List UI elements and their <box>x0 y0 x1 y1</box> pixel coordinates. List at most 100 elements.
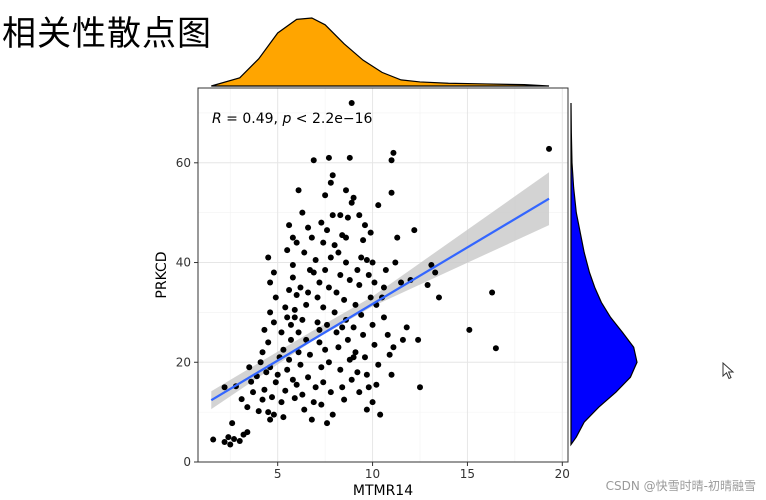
data-point <box>360 237 367 244</box>
data-point <box>293 291 300 298</box>
data-point <box>248 378 255 385</box>
data-point <box>295 349 302 356</box>
data-point <box>388 189 395 196</box>
data-point <box>280 346 287 353</box>
data-point <box>274 371 281 378</box>
data-point <box>337 212 344 219</box>
data-point <box>305 289 312 296</box>
axes: 5 10 15 20 0 20 40 60 <box>176 156 570 481</box>
data-point <box>343 259 349 266</box>
data-point <box>289 274 296 281</box>
data-point <box>310 399 317 406</box>
data-point <box>346 276 353 283</box>
data-point <box>356 389 363 396</box>
data-point <box>369 259 376 266</box>
data-point <box>356 281 363 288</box>
data-point <box>286 222 293 229</box>
data-point <box>301 249 308 256</box>
data-point <box>350 324 357 331</box>
data-point <box>286 286 293 293</box>
mouse-cursor-icon <box>722 362 735 380</box>
data-point <box>324 321 331 328</box>
data-point <box>306 351 313 358</box>
data-point <box>329 212 336 219</box>
data-point <box>424 281 431 288</box>
data-point <box>346 154 353 161</box>
data-point <box>369 399 376 406</box>
data-point <box>388 371 395 378</box>
data-point <box>369 321 376 328</box>
data-point <box>335 249 342 256</box>
y-tick-label: 60 <box>176 156 191 170</box>
data-point <box>432 269 439 276</box>
data-point <box>325 359 332 366</box>
data-point <box>284 314 291 321</box>
data-point <box>267 416 274 423</box>
data-point <box>363 406 370 413</box>
data-point <box>289 262 296 269</box>
data-point <box>221 384 228 391</box>
data-point <box>267 279 274 286</box>
data-point <box>363 371 370 378</box>
data-point <box>295 187 302 194</box>
data-point <box>303 301 310 308</box>
data-point <box>221 439 228 446</box>
data-point <box>327 254 334 261</box>
data-point <box>244 404 251 411</box>
data-point <box>299 391 306 398</box>
data-point <box>284 247 291 254</box>
r-label: R <box>212 111 222 127</box>
data-point <box>246 364 253 371</box>
data-point <box>293 239 300 246</box>
data-point <box>270 269 277 276</box>
data-point <box>354 369 361 376</box>
data-point <box>278 329 285 336</box>
data-point <box>361 222 368 229</box>
data-point <box>282 304 289 311</box>
data-point <box>318 219 325 226</box>
y-density-curve <box>570 102 638 447</box>
data-point <box>305 374 312 381</box>
data-point <box>375 202 382 209</box>
data-point <box>329 411 336 418</box>
y-axis-label: PRKCD <box>154 251 170 298</box>
data-point <box>348 199 355 206</box>
data-point <box>278 399 285 406</box>
data-point <box>339 324 346 331</box>
data-point <box>333 289 340 296</box>
x-tick-label: 20 <box>555 467 570 481</box>
data-point <box>257 359 264 366</box>
data-point <box>365 272 372 278</box>
data-point <box>380 284 387 291</box>
data-point <box>299 316 306 323</box>
data-point <box>316 339 323 346</box>
data-point <box>375 361 382 368</box>
x-axis-label: MTMR14 <box>353 483 413 499</box>
data-point <box>371 279 378 286</box>
data-point <box>310 157 317 164</box>
data-point <box>259 349 266 356</box>
data-point <box>339 384 346 391</box>
data-point <box>371 341 378 348</box>
data-point <box>390 149 397 156</box>
data-point <box>367 229 374 236</box>
r-value: = 0.49, <box>222 111 283 127</box>
plot-border <box>197 87 569 463</box>
data-point <box>373 381 380 388</box>
data-point <box>295 329 302 336</box>
x-tick-label: 15 <box>460 467 475 481</box>
data-point <box>492 345 499 352</box>
data-point <box>287 321 294 328</box>
data-point <box>316 279 323 286</box>
data-point <box>261 326 268 333</box>
data-point <box>399 336 406 343</box>
data-point <box>320 304 327 311</box>
data-point <box>261 386 268 393</box>
data-point <box>352 301 359 308</box>
data-point <box>360 331 367 338</box>
data-point <box>259 396 266 403</box>
data-point <box>337 272 344 278</box>
data-point <box>361 354 368 361</box>
data-point <box>428 262 435 269</box>
data-point <box>250 389 257 396</box>
